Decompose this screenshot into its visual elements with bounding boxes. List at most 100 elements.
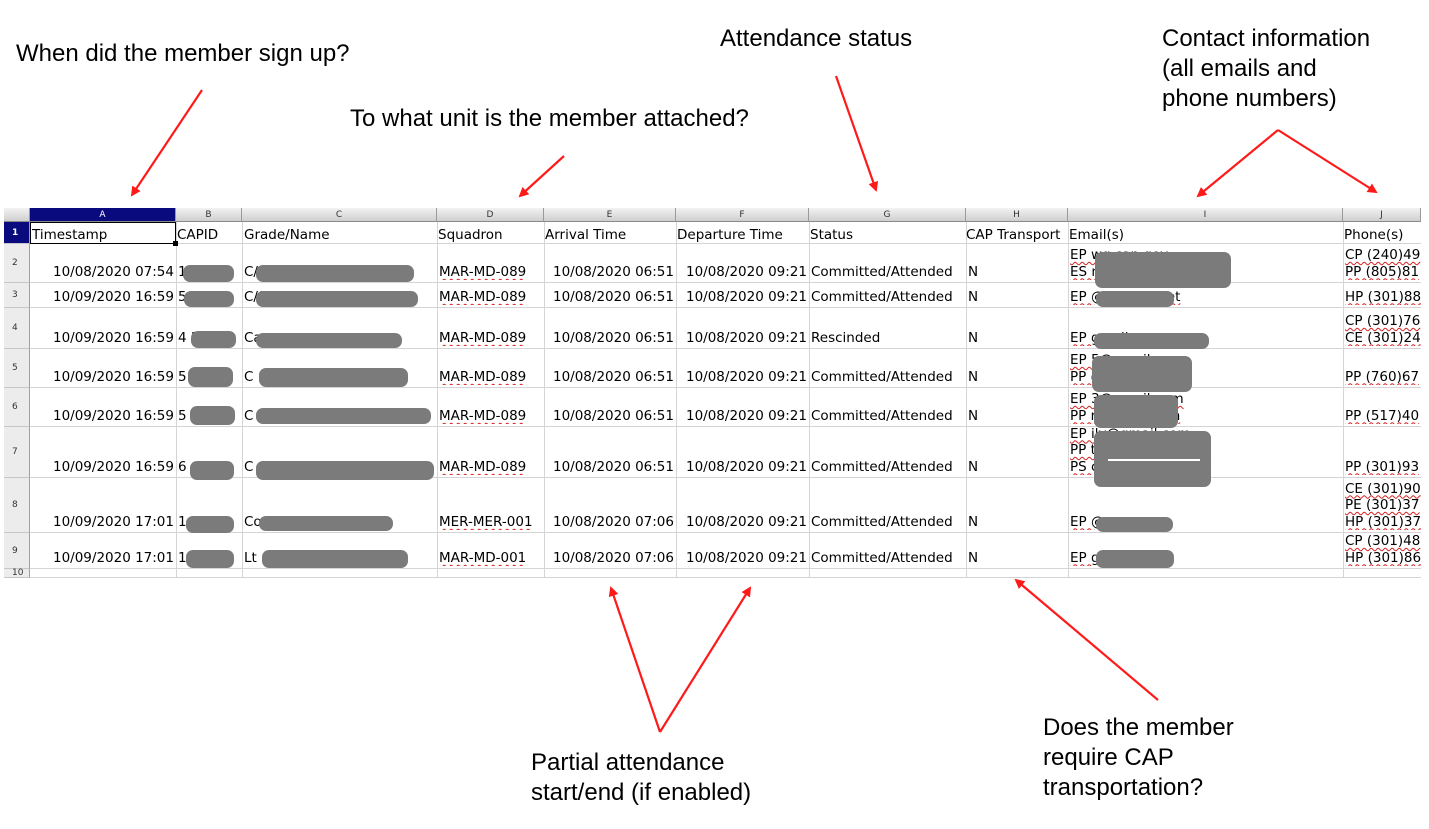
row-header-5[interactable]: 5 xyxy=(4,349,30,388)
squadron-cell[interactable]: MAR-MD-089 xyxy=(439,408,527,424)
squadron-cell[interactable]: MAR-MD-089 xyxy=(439,264,527,280)
header-departure-time[interactable]: Departure Time xyxy=(677,227,783,243)
cap-transport-cell[interactable]: N xyxy=(968,459,979,475)
timestamp-cell[interactable]: 10/09/2020 16:59 xyxy=(52,289,174,305)
header-grade-name[interactable]: Grade/Name xyxy=(244,227,330,243)
arrival-time-cell[interactable]: 10/08/2020 06:51 xyxy=(552,459,674,475)
capid-cell[interactable]: 1 xyxy=(178,550,187,566)
capid-cell[interactable]: 5 xyxy=(178,289,187,305)
timestamp-cell[interactable]: 10/09/2020 16:59 xyxy=(52,330,174,346)
phones-cell[interactable]: PP (760)67 xyxy=(1345,369,1421,386)
column-header-d[interactable]: D xyxy=(437,208,544,222)
cap-transport-cell[interactable]: N xyxy=(968,330,979,346)
capid-cell[interactable]: 5 xyxy=(178,369,187,385)
header-emails[interactable]: Email(s) xyxy=(1069,227,1125,243)
column-header-a[interactable]: A xyxy=(30,208,176,222)
header-timestamp[interactable]: Timestamp xyxy=(32,227,108,243)
squadron-cell[interactable]: MAR-MD-089 xyxy=(439,289,527,305)
header-status[interactable]: Status xyxy=(810,227,854,243)
squadron-cell[interactable]: MAR-MD-089 xyxy=(439,330,527,346)
phones-cell[interactable]: CE (301)90 PE (301)37 HP (301)37 xyxy=(1345,481,1421,531)
timestamp-cell[interactable]: 10/09/2020 16:59 xyxy=(52,459,174,475)
status-cell[interactable]: Committed/Attended xyxy=(811,514,953,530)
squadron-cell[interactable]: MAR-MD-089 xyxy=(439,459,527,475)
header-arrival-time[interactable]: Arrival Time xyxy=(545,227,627,243)
column-header-f[interactable]: F xyxy=(676,208,809,222)
departure-time-cell[interactable]: 10/08/2020 09:21 xyxy=(685,264,807,280)
capid-cell[interactable]: 6 xyxy=(178,459,187,475)
status-cell[interactable]: Committed/Attended xyxy=(811,289,953,305)
capid-cell[interactable]: 1 xyxy=(178,264,240,280)
select-all-corner[interactable] xyxy=(4,208,30,222)
grade-name-cell[interactable]: C/ xyxy=(244,264,258,280)
cap-transport-cell[interactable]: N xyxy=(968,369,979,385)
status-cell[interactable]: Committed/Attended xyxy=(811,264,953,280)
column-header-i[interactable]: I xyxy=(1068,208,1343,222)
cap-transport-cell[interactable]: N xyxy=(968,408,979,424)
grade-name-cell[interactable]: C xyxy=(244,408,254,424)
status-cell[interactable]: Committed/Attended xyxy=(811,459,953,475)
squadron-cell[interactable]: MAR-MD-089 xyxy=(439,369,527,385)
grade-name-cell[interactable]: C xyxy=(244,459,254,475)
departure-time-cell[interactable]: 10/08/2020 09:21 xyxy=(685,514,807,530)
arrival-time-cell[interactable]: 10/08/2020 06:51 xyxy=(552,369,674,385)
column-header-h[interactable]: H xyxy=(966,208,1068,222)
phones-cell[interactable]: PP (517)40 xyxy=(1345,408,1421,425)
timestamp-cell[interactable]: 10/09/2020 17:01 xyxy=(52,514,174,530)
status-cell[interactable]: Committed/Attended xyxy=(811,408,953,424)
arrival-time-cell[interactable]: 10/08/2020 06:51 xyxy=(552,330,674,346)
arrival-time-cell[interactable]: 10/08/2020 06:51 xyxy=(552,289,674,305)
header-cap-transport[interactable]: CAP Transport xyxy=(966,227,1061,243)
timestamp-cell[interactable]: 10/09/2020 16:59 xyxy=(52,369,174,385)
row-header-10[interactable]: 10 xyxy=(4,568,30,578)
arrival-time-cell[interactable]: 10/08/2020 06:51 xyxy=(552,408,674,424)
grade-name-cell[interactable]: C xyxy=(244,369,254,385)
status-cell[interactable]: Committed/Attended xyxy=(811,550,953,566)
column-header-b[interactable]: B xyxy=(176,208,242,222)
departure-time-cell[interactable]: 10/08/2020 09:21 xyxy=(685,550,807,566)
timestamp-cell[interactable]: 10/08/2020 07:54 xyxy=(52,264,174,280)
departure-time-cell[interactable]: 10/08/2020 09:21 xyxy=(685,408,807,424)
status-cell[interactable]: Committed/Attended xyxy=(811,369,953,385)
arrival-time-cell[interactable]: 10/08/2020 06:51 xyxy=(552,264,674,280)
row-header-9[interactable]: 9 xyxy=(4,533,30,569)
phones-cell[interactable]: HP (301)88 xyxy=(1345,289,1421,306)
departure-time-cell[interactable]: 10/08/2020 09:21 xyxy=(685,369,807,385)
row-header-7[interactable]: 7 xyxy=(4,427,30,478)
row-header-3[interactable]: 3 xyxy=(4,283,30,308)
arrival-time-cell[interactable]: 10/08/2020 07:06 xyxy=(552,514,674,530)
header-squadron[interactable]: Squadron xyxy=(438,227,503,243)
row-header-6[interactable]: 6 xyxy=(4,388,30,427)
squadron-cell[interactable]: MER-MER-001 xyxy=(439,514,533,530)
phones-cell[interactable]: CP (301)76 CE (301)24 xyxy=(1345,313,1421,346)
row-header-1[interactable]: 1 xyxy=(4,222,30,244)
cap-transport-cell[interactable]: N xyxy=(968,264,979,280)
row-header-8[interactable]: 8 xyxy=(4,478,30,533)
column-header-g[interactable]: G xyxy=(809,208,966,222)
phones-cell[interactable]: CP (240)49 PP (805)81 xyxy=(1345,247,1421,280)
departure-time-cell[interactable]: 10/08/2020 09:21 xyxy=(685,289,807,305)
grade-name-cell[interactable]: Co xyxy=(244,514,262,530)
cap-transport-cell[interactable]: N xyxy=(968,550,979,566)
header-capid[interactable]: CAPID xyxy=(177,227,219,243)
grade-name-cell[interactable]: Lt xyxy=(244,550,257,566)
row-header-2[interactable]: 2 xyxy=(4,244,30,283)
header-phones[interactable]: Phone(s) xyxy=(1344,227,1404,243)
departure-time-cell[interactable]: 10/08/2020 09:21 xyxy=(685,459,807,475)
column-header-j[interactable]: J xyxy=(1343,208,1421,222)
squadron-cell[interactable]: MAR-MD-001 xyxy=(439,550,527,566)
column-header-c[interactable]: C xyxy=(242,208,437,222)
row-header-4[interactable]: 4 xyxy=(4,308,30,349)
column-header-e[interactable]: E xyxy=(544,208,676,222)
phones-cell[interactable]: CP (301)48 HP (301)86 xyxy=(1345,533,1421,566)
capid-cell[interactable]: 5 xyxy=(178,408,187,424)
arrival-time-cell[interactable]: 10/08/2020 07:06 xyxy=(552,550,674,566)
status-cell[interactable]: Rescinded xyxy=(811,330,881,346)
timestamp-cell[interactable]: 10/09/2020 16:59 xyxy=(52,408,174,424)
cap-transport-cell[interactable]: N xyxy=(968,289,979,305)
cap-transport-cell[interactable]: N xyxy=(968,514,979,530)
capid-cell[interactable]: 1 xyxy=(178,514,187,530)
departure-time-cell[interactable]: 10/08/2020 09:21 xyxy=(685,330,807,346)
timestamp-cell[interactable]: 10/09/2020 17:01 xyxy=(52,550,174,566)
